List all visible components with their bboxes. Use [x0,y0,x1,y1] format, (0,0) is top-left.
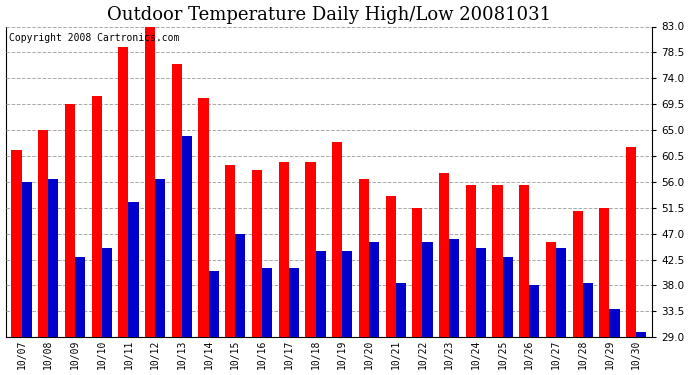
Bar [449,240,460,337]
Bar [546,242,556,337]
Bar [252,170,262,337]
Bar [38,130,48,337]
Bar [21,182,32,337]
Bar [609,309,620,337]
Bar [262,268,273,337]
Bar [92,96,101,337]
Bar [199,99,208,337]
Bar [182,136,192,337]
Bar [636,332,647,337]
Bar [75,257,85,337]
Bar [279,162,289,337]
Bar [172,64,182,337]
Bar [556,248,566,337]
Bar [208,271,219,337]
Bar [626,147,636,337]
Bar [48,179,59,337]
Bar [476,248,486,337]
Bar [359,179,369,337]
Bar [315,251,326,337]
Bar [306,162,315,337]
Bar [65,104,75,337]
Text: Copyright 2008 Cartronics.com: Copyright 2008 Cartronics.com [9,33,179,43]
Bar [369,242,379,337]
Bar [225,165,235,337]
Bar [145,24,155,337]
Bar [235,234,246,337]
Bar [519,185,529,337]
Bar [502,257,513,337]
Bar [412,208,422,337]
Bar [439,173,449,337]
Title: Outdoor Temperature Daily High/Low 20081031: Outdoor Temperature Daily High/Low 20081… [107,6,551,24]
Bar [386,196,395,337]
Bar [128,202,139,337]
Bar [529,285,540,337]
Bar [599,208,609,337]
Bar [493,185,502,337]
Bar [289,268,299,337]
Bar [466,185,476,337]
Bar [118,46,128,337]
Bar [101,248,112,337]
Bar [12,150,21,337]
Bar [422,242,433,337]
Bar [395,283,406,337]
Bar [573,211,582,337]
Bar [342,251,353,337]
Bar [155,179,166,337]
Bar [332,142,342,337]
Bar [582,283,593,337]
